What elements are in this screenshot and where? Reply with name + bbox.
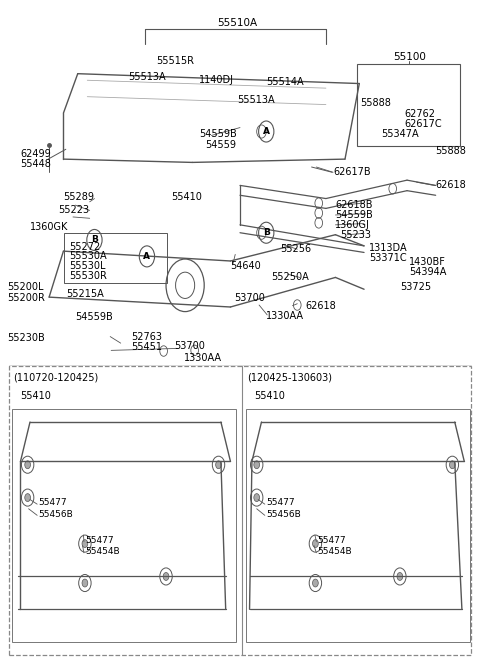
Text: 55272: 55272 — [69, 242, 100, 251]
Circle shape — [216, 461, 221, 469]
Text: 55250A: 55250A — [271, 273, 309, 282]
Text: 55454B: 55454B — [317, 547, 352, 556]
Text: 55410: 55410 — [21, 391, 51, 401]
Text: 55456B: 55456B — [38, 510, 73, 519]
Bar — [64, 234, 167, 282]
Text: 55347A: 55347A — [381, 129, 419, 139]
Text: 55100: 55100 — [393, 52, 426, 62]
Bar — [357, 64, 459, 146]
Bar — [246, 409, 469, 642]
Text: 52763: 52763 — [131, 331, 162, 342]
Text: 55289: 55289 — [63, 192, 95, 202]
Text: 1330AA: 1330AA — [266, 311, 304, 321]
Text: 55477: 55477 — [38, 498, 67, 508]
Bar — [12, 409, 236, 642]
Text: 54559B: 54559B — [75, 312, 113, 322]
Text: 55223: 55223 — [59, 205, 90, 215]
Circle shape — [312, 540, 318, 548]
Text: 55477: 55477 — [317, 536, 346, 544]
Text: 55530A: 55530A — [69, 251, 107, 261]
Text: 1430BF: 1430BF — [409, 257, 446, 267]
Text: 1360GJ: 1360GJ — [336, 220, 370, 230]
Circle shape — [312, 579, 318, 587]
Text: 54559B: 54559B — [199, 129, 237, 139]
Circle shape — [449, 461, 455, 469]
Text: 62499: 62499 — [21, 149, 51, 159]
Text: B: B — [91, 236, 98, 244]
Text: 55530L: 55530L — [69, 261, 106, 271]
Circle shape — [254, 461, 260, 469]
Text: 55230B: 55230B — [7, 333, 45, 343]
Circle shape — [25, 461, 31, 469]
Text: 55454B: 55454B — [85, 547, 120, 556]
Text: 55510A: 55510A — [217, 18, 258, 28]
Text: 55200R: 55200R — [7, 294, 45, 304]
Text: 55530R: 55530R — [69, 271, 107, 281]
Bar — [9, 366, 471, 655]
Circle shape — [82, 540, 88, 548]
Text: 54394A: 54394A — [409, 267, 447, 277]
Circle shape — [397, 572, 403, 580]
Text: A: A — [144, 252, 150, 261]
Text: 53725: 53725 — [400, 282, 431, 292]
Text: 1330AA: 1330AA — [184, 352, 222, 362]
Text: 55451: 55451 — [131, 342, 162, 352]
Text: 55456B: 55456B — [266, 510, 301, 519]
Text: 53700: 53700 — [234, 294, 264, 304]
Text: 62762: 62762 — [405, 110, 436, 119]
Text: 62618B: 62618B — [336, 200, 373, 210]
Text: 1313DA: 1313DA — [369, 243, 408, 253]
Text: 1360GK: 1360GK — [30, 222, 68, 232]
Circle shape — [82, 579, 88, 587]
Text: 55888: 55888 — [436, 146, 467, 156]
Text: 55410: 55410 — [254, 391, 285, 401]
Text: 55513A: 55513A — [238, 95, 275, 105]
Text: 55888: 55888 — [360, 98, 391, 108]
Text: 55256: 55256 — [281, 244, 312, 254]
Circle shape — [163, 572, 169, 580]
Text: 1140DJ: 1140DJ — [199, 75, 234, 85]
Text: 53371C: 53371C — [369, 253, 407, 263]
Text: 55514A: 55514A — [266, 77, 304, 86]
Text: 55515R: 55515R — [156, 55, 194, 65]
Text: 62618: 62618 — [306, 301, 336, 311]
Text: 55477: 55477 — [266, 498, 295, 508]
Text: 54640: 54640 — [230, 261, 261, 271]
Text: A: A — [263, 127, 270, 136]
Text: 53700: 53700 — [174, 341, 205, 351]
Text: 55233: 55233 — [340, 230, 371, 240]
Circle shape — [254, 494, 260, 502]
Text: 55513A: 55513A — [128, 72, 166, 82]
Text: 54559: 54559 — [205, 140, 236, 150]
Text: 55410: 55410 — [171, 191, 202, 201]
Text: 55448: 55448 — [21, 159, 51, 170]
Text: 55477: 55477 — [85, 536, 114, 544]
Text: 62617B: 62617B — [333, 167, 371, 178]
Text: 54559B: 54559B — [336, 210, 373, 220]
Text: 55215A: 55215A — [66, 289, 104, 299]
Text: (110720-120425): (110720-120425) — [13, 373, 98, 383]
Text: 55200L: 55200L — [7, 282, 44, 292]
Text: 62618: 62618 — [436, 180, 467, 191]
Text: B: B — [263, 228, 270, 237]
Text: 62617C: 62617C — [405, 119, 442, 129]
Text: (120425-130603): (120425-130603) — [247, 373, 332, 383]
Circle shape — [25, 494, 31, 502]
